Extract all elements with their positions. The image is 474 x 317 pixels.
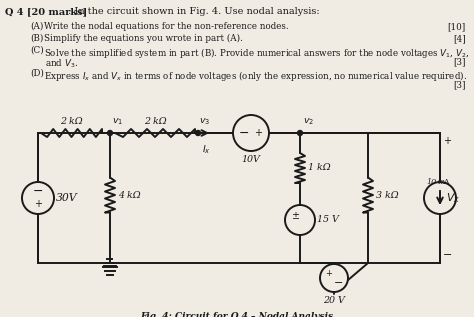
Text: and $V_3$.: and $V_3$. bbox=[45, 57, 78, 69]
Text: [3]: [3] bbox=[454, 80, 466, 89]
Text: −: − bbox=[33, 184, 43, 197]
Text: 4 kΩ: 4 kΩ bbox=[118, 191, 141, 199]
Circle shape bbox=[108, 131, 112, 135]
Text: Q 4 [20 marks]: Q 4 [20 marks] bbox=[5, 7, 87, 16]
Text: +: + bbox=[326, 268, 332, 277]
Text: ±: ± bbox=[291, 211, 299, 221]
Text: $v_3$: $v_3$ bbox=[199, 117, 210, 127]
Text: $v_2$: $v_2$ bbox=[303, 117, 314, 127]
Text: (B): (B) bbox=[30, 34, 44, 43]
Circle shape bbox=[22, 182, 54, 214]
Text: [4]: [4] bbox=[453, 34, 466, 43]
Text: Write the nodal equations for the non-reference nodes.: Write the nodal equations for the non-re… bbox=[44, 22, 289, 31]
Text: 30V: 30V bbox=[56, 193, 78, 203]
Text: 3 kΩ: 3 kΩ bbox=[376, 191, 399, 199]
Text: Express $I_x$ and $V_x$ in terms of node voltages (only the expression, no numer: Express $I_x$ and $V_x$ in terms of node… bbox=[44, 69, 467, 83]
Text: 1 kΩ: 1 kΩ bbox=[308, 164, 331, 172]
Text: (A): (A) bbox=[30, 22, 44, 31]
Circle shape bbox=[298, 131, 302, 135]
Text: $v_1$: $v_1$ bbox=[112, 117, 123, 127]
Text: : In the circuit shown in Fig. 4. Use nodal analysis:: : In the circuit shown in Fig. 4. Use no… bbox=[68, 7, 319, 16]
Text: Simplify the equations you wrote in part (A).: Simplify the equations you wrote in part… bbox=[44, 34, 243, 43]
Text: 10V: 10V bbox=[242, 155, 260, 164]
Text: 10: 10 bbox=[427, 178, 437, 186]
Text: $V_x$: $V_x$ bbox=[446, 191, 460, 205]
Text: $I_x$: $I_x$ bbox=[201, 144, 210, 157]
Circle shape bbox=[233, 115, 269, 151]
Text: −: − bbox=[239, 126, 249, 139]
Circle shape bbox=[424, 182, 456, 214]
Text: (D): (D) bbox=[30, 69, 44, 78]
Text: Solve the simplified system in part (B). Provide numerical answers for the node : Solve the simplified system in part (B).… bbox=[44, 46, 470, 60]
Text: Fig. 4: Circuit for Q 4 – Nodal Analysis: Fig. 4: Circuit for Q 4 – Nodal Analysis bbox=[140, 312, 334, 317]
Circle shape bbox=[320, 264, 348, 292]
Text: (C): (C) bbox=[30, 46, 44, 55]
Text: 15 V: 15 V bbox=[317, 216, 339, 224]
Circle shape bbox=[285, 205, 315, 235]
Text: −: − bbox=[334, 278, 344, 288]
Text: −: − bbox=[443, 250, 452, 260]
Text: [3]: [3] bbox=[454, 57, 466, 66]
Text: 2 kΩ: 2 kΩ bbox=[60, 117, 83, 126]
Text: 2 kΩ: 2 kΩ bbox=[144, 117, 166, 126]
Text: [10]: [10] bbox=[448, 22, 466, 31]
Text: mA: mA bbox=[438, 178, 450, 186]
Text: 20 V: 20 V bbox=[323, 296, 345, 305]
Text: +: + bbox=[443, 136, 451, 146]
Text: +: + bbox=[254, 128, 262, 138]
Text: +: + bbox=[34, 199, 42, 209]
Circle shape bbox=[195, 131, 201, 135]
